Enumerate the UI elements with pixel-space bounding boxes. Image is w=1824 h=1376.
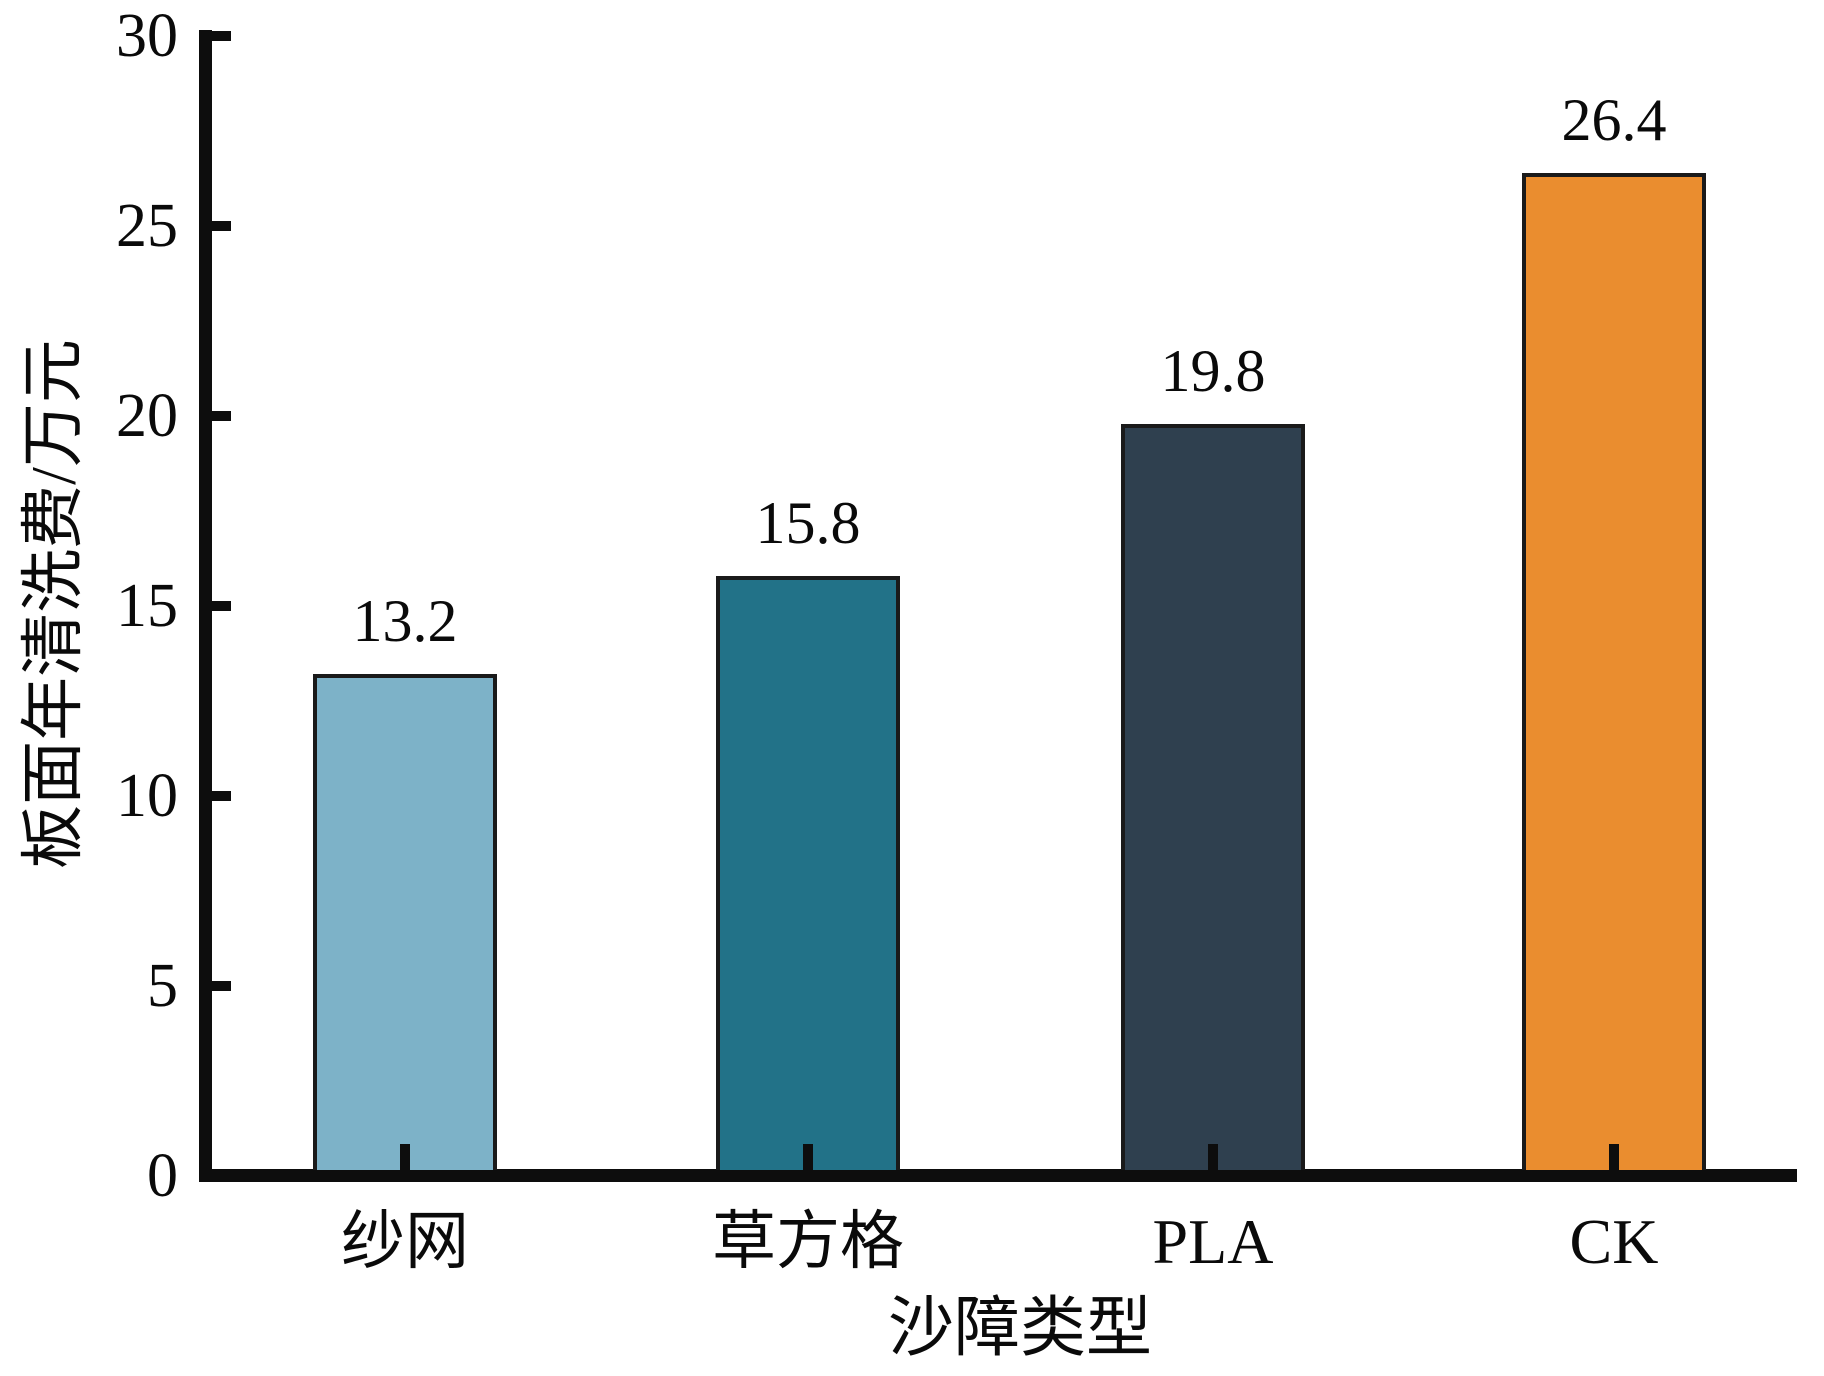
x-category-label: CK [1569,1206,1659,1277]
x-category-label: PLA [1152,1206,1274,1277]
y-tick [212,791,231,801]
bar-1 [716,576,900,1170]
bar-3 [1522,173,1706,1170]
y-axis-title: 板面年清洗费/万元 [18,339,89,869]
y-tick-label: 10 [116,762,178,830]
x-category-label: 纱网 [341,1206,469,1277]
bar-value-label: 13.2 [352,588,458,654]
bar-value-label: 26.4 [1561,87,1667,153]
bar-value-label: 19.8 [1160,338,1266,404]
y-tick-label: 5 [147,952,178,1020]
y-axis-line [199,30,212,1182]
y-tick-label: 0 [147,1142,178,1210]
x-category-label: 草方格 [712,1206,904,1277]
y-tick [212,411,231,421]
y-tick-label: 25 [116,192,178,260]
bar-0 [313,674,497,1170]
y-tick-label: 20 [116,382,178,450]
x-tick [1208,1144,1218,1170]
x-tick [1609,1144,1619,1170]
bar-value-label: 15.8 [755,490,861,556]
y-tick [212,601,231,611]
x-tick [400,1144,410,1170]
y-tick [212,31,231,41]
bar-2 [1121,424,1305,1170]
y-tick [212,981,231,991]
x-tick [803,1144,813,1170]
y-tick-label: 15 [116,572,178,640]
x-axis-title: 沙障类型 [888,1292,1152,1365]
y-tick-label: 30 [116,2,178,70]
y-tick [212,221,231,231]
x-axis-line [199,1169,1797,1182]
